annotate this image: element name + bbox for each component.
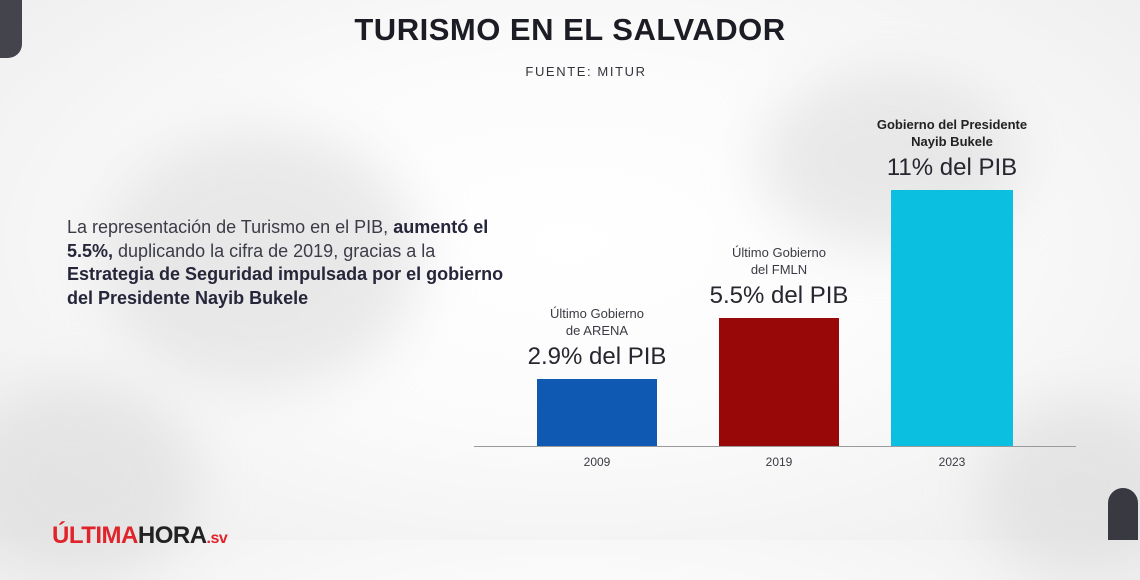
bar-caption-line: Último Gobierno xyxy=(732,245,826,260)
page-title: TURISMO EN EL SALVADOR xyxy=(354,12,786,47)
logo-part: ÚLTIMA xyxy=(52,522,138,549)
background-blur xyxy=(0,380,200,580)
bar-2009 xyxy=(537,379,657,446)
description-text: La representación de Turismo en el PIB, … xyxy=(67,216,507,310)
description-bold: Estrategia de Seguridad impulsada por el… xyxy=(67,264,504,308)
description-part: La representación de Turismo en el PIB, xyxy=(67,217,394,237)
bar-caption-line: de ARENA xyxy=(565,323,629,338)
background-blur xyxy=(100,130,420,390)
bar-caption-line: Gobierno del Presidente xyxy=(876,117,1028,132)
bar-2019 xyxy=(719,318,839,446)
x-tick-label: 2009 xyxy=(583,455,611,469)
bar-value-label: 2.9% del PIB xyxy=(527,343,667,370)
logo-part: .sv xyxy=(206,530,228,547)
description-part: duplicando la cifra de 2019, gracias a l… xyxy=(113,240,436,261)
background-figure xyxy=(0,0,22,58)
bar-caption: Último Gobierno del FMLN xyxy=(679,244,879,278)
x-tick-label: 2019 xyxy=(765,455,793,469)
bar-caption-line: Nayib Bukele xyxy=(911,134,993,149)
x-axis-line xyxy=(474,446,1076,447)
logo-part: HORA xyxy=(137,522,207,549)
logo: ÚLTIMAHORA.sv xyxy=(52,522,228,550)
bar-caption: Gobierno del Presidente Nayib Bukele xyxy=(852,116,1052,150)
source-label: FUENTE: MITUR xyxy=(525,64,647,79)
bar-caption: Último Gobierno de ARENA xyxy=(497,305,697,339)
bar-2023 xyxy=(891,190,1013,446)
bar-value-label: 11% del PIB xyxy=(886,154,1018,181)
description-bold: aumentó el 5.5%, xyxy=(67,217,489,261)
background-figure xyxy=(1108,488,1138,540)
bar-caption-line: del FMLN xyxy=(750,262,808,277)
bar-caption-line: Último Gobierno xyxy=(550,306,644,321)
x-tick-label: 2023 xyxy=(938,455,966,469)
bar-value-label: 5.5% del PIB xyxy=(709,282,849,309)
